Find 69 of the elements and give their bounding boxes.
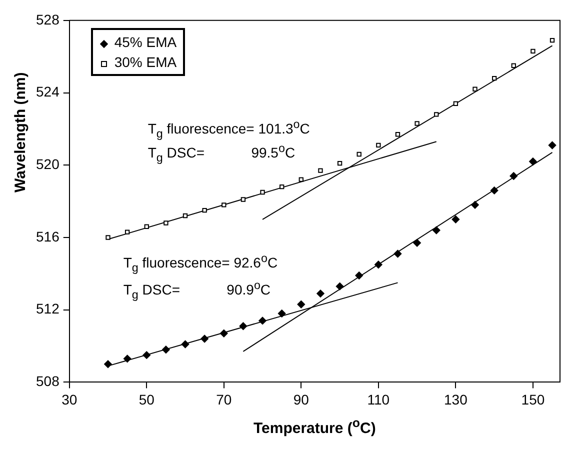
y-tick-label: 520 (36, 156, 60, 172)
point (144, 224, 149, 229)
point (240, 197, 246, 202)
y-tick-label: 508 (36, 373, 60, 390)
point (434, 112, 439, 117)
point (164, 220, 168, 226)
point (260, 190, 265, 195)
point (181, 340, 190, 348)
point (123, 354, 132, 363)
point (356, 152, 362, 157)
point (222, 202, 226, 208)
point (414, 121, 420, 126)
annotation: T$_{g}$ fluorescence= 101.3$^{o}$C (148, 118, 310, 141)
point (258, 316, 266, 325)
point (548, 141, 556, 150)
point (142, 351, 151, 359)
point (355, 272, 364, 280)
point (413, 239, 421, 247)
x-tick-label: 70 (216, 391, 232, 408)
point (550, 38, 555, 43)
x-tick-label: 150 (521, 391, 545, 408)
point (298, 177, 304, 182)
point (280, 184, 284, 190)
point (316, 290, 324, 298)
point (202, 208, 207, 213)
point (104, 360, 112, 368)
point (162, 346, 170, 354)
point (297, 300, 306, 308)
point (471, 201, 479, 209)
point (318, 168, 323, 173)
x-tick-label: 50 (138, 391, 155, 408)
point (220, 329, 228, 338)
y-tick-label: 528 (36, 11, 60, 28)
point (511, 63, 516, 68)
point (337, 160, 342, 166)
point (336, 282, 344, 290)
x-axis-title: Temperature ($^{o}$C) (253, 416, 376, 438)
point (374, 260, 382, 269)
point (182, 213, 188, 218)
legend-label: 30% EMA (113, 53, 177, 72)
point (395, 132, 400, 137)
y-axis-title: Wavelength (nm) (12, 72, 29, 193)
annotation: T$_{g}$ fluorescence= 92.6$^{o}$C (123, 252, 278, 274)
point (278, 310, 286, 318)
point (510, 172, 518, 180)
point (432, 226, 440, 234)
point (453, 101, 458, 106)
x-tick-label: 110 (367, 391, 390, 408)
point (452, 215, 460, 224)
point (124, 230, 130, 234)
annotation: T$_{g}$ DSC= 99.5$^{o}$C (148, 142, 296, 164)
point (200, 334, 208, 343)
point (394, 250, 402, 258)
point (490, 186, 498, 194)
x-tick-label: 130 (444, 391, 468, 408)
x-tick-label: 30 (62, 391, 78, 408)
point (492, 76, 497, 81)
point (376, 142, 381, 148)
point (530, 48, 536, 54)
point (106, 235, 110, 240)
y-tick-label: 512 (36, 300, 60, 317)
point (472, 86, 478, 92)
point (529, 158, 537, 166)
legend-label: 45% EMA (113, 33, 177, 52)
y-tick-label: 516 (36, 228, 60, 244)
x-tick-label: 90 (293, 391, 310, 408)
y-tick-label: 524 (36, 84, 60, 100)
annotation: T$_{g}$ DSC= 90.9$^{o}$C (123, 279, 271, 302)
point (239, 322, 248, 330)
